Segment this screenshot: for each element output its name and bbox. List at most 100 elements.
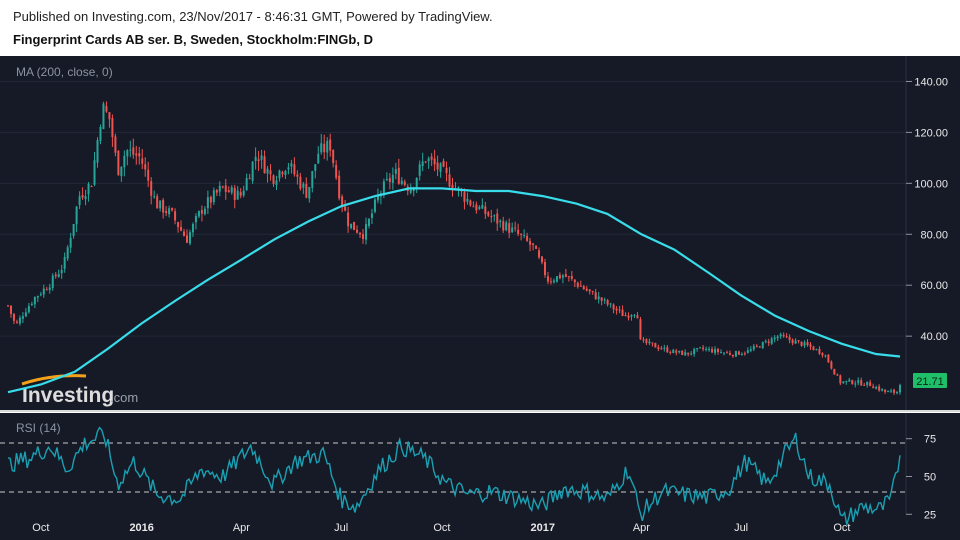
candle-body: [546, 276, 549, 282]
candle-body: [535, 245, 538, 249]
candle-body: [48, 287, 51, 291]
candle-body: [436, 162, 439, 170]
candle-body: [609, 303, 612, 305]
candle-body: [200, 210, 203, 214]
candle-body: [418, 164, 421, 176]
candle-body: [105, 105, 108, 112]
candle-body: [296, 174, 299, 177]
candle-body: [624, 315, 627, 317]
candle-body: [362, 234, 365, 239]
candle-body: [869, 382, 872, 387]
candle-body: [618, 309, 621, 311]
candle-body: [705, 348, 708, 350]
candle-body: [421, 161, 424, 167]
candle-body: [206, 197, 209, 209]
candle-body: [78, 196, 81, 206]
candle-body: [585, 288, 588, 291]
published-info: Published on Investing.com, 23/Nov/2017 …: [13, 9, 493, 24]
candle-body: [236, 190, 239, 200]
candle-body: [442, 160, 445, 167]
candle-body: [272, 175, 275, 184]
candle-body: [538, 250, 541, 258]
rsi-tick-label: 25: [924, 509, 936, 521]
candle-body: [824, 355, 827, 357]
candle-body: [93, 160, 96, 185]
candle-body: [860, 380, 863, 386]
candle-body: [126, 150, 129, 157]
candle-body: [517, 229, 520, 235]
candle-body: [7, 305, 9, 307]
candle-body: [33, 297, 36, 305]
candle-body: [549, 281, 552, 283]
candle-body: [633, 314, 636, 316]
candle-body: [159, 200, 162, 209]
candle-body: [779, 334, 782, 337]
candle-body: [639, 319, 642, 340]
candle-body: [305, 183, 308, 198]
candle-body: [663, 347, 666, 349]
candle-body: [642, 339, 645, 341]
candle-body: [591, 290, 594, 292]
candle-body: [782, 335, 785, 337]
candle-body: [833, 368, 836, 375]
candle-body: [496, 213, 499, 224]
candle-body: [326, 141, 329, 153]
candle-body: [114, 136, 117, 153]
candle-body: [445, 167, 448, 174]
candle-body: [597, 296, 600, 300]
candle-body: [391, 174, 394, 183]
candle-body: [615, 308, 618, 311]
candle-body: [526, 235, 529, 241]
candle-body: [308, 186, 311, 199]
chart-canvas[interactable]: Investing .com MA (200, close, 0) 140.00…: [0, 56, 960, 540]
candle-body: [45, 289, 48, 291]
candle-body: [767, 341, 770, 343]
candle-body: [594, 292, 597, 300]
candle-body: [672, 349, 675, 353]
candle-body: [648, 341, 651, 344]
candle-body: [654, 343, 657, 348]
candle-body: [755, 345, 758, 347]
candle-body: [803, 342, 806, 346]
candle-body: [99, 126, 102, 141]
candle-body: [433, 158, 436, 165]
chart-header: Published on Investing.com, 23/Nov/2017 …: [0, 0, 960, 56]
candle-body: [260, 155, 263, 160]
candle-body: [180, 226, 183, 231]
candle-body: [722, 352, 725, 354]
candle-body: [714, 349, 717, 353]
candle-body: [353, 221, 356, 231]
price-tick-label: 80.00: [920, 229, 948, 241]
candle-body: [108, 112, 111, 120]
candle-body: [284, 170, 287, 176]
price-tick-label: 60.00: [920, 280, 948, 292]
candle-body: [573, 279, 576, 283]
candle-body: [896, 391, 899, 394]
candle-body: [347, 212, 350, 227]
candle-body: [472, 206, 475, 208]
candle-body: [666, 347, 669, 353]
candle-body: [752, 346, 755, 350]
candle-body: [317, 153, 320, 164]
candle-body: [135, 153, 138, 156]
candle-body: [75, 206, 78, 225]
candle-body: [335, 164, 338, 178]
candle-body: [839, 375, 842, 384]
rsi-indicator-label[interactable]: RSI (14): [16, 421, 61, 435]
candle-body: [150, 181, 153, 196]
candle-body: [36, 295, 39, 298]
candle-body: [612, 304, 615, 310]
candle-body: [233, 187, 236, 200]
time-tick-label: Oct: [833, 522, 850, 534]
candle-body: [84, 195, 87, 200]
candle-body: [224, 185, 227, 192]
ma-indicator-label[interactable]: MA (200, close, 0): [16, 65, 113, 79]
candle-body: [367, 218, 370, 226]
candle-body: [129, 149, 132, 151]
candle-body: [693, 349, 696, 355]
candle-body: [403, 181, 406, 186]
candle-body: [60, 269, 63, 274]
candle-body: [743, 353, 746, 355]
candle-body: [567, 276, 570, 278]
candle-body: [144, 164, 147, 170]
